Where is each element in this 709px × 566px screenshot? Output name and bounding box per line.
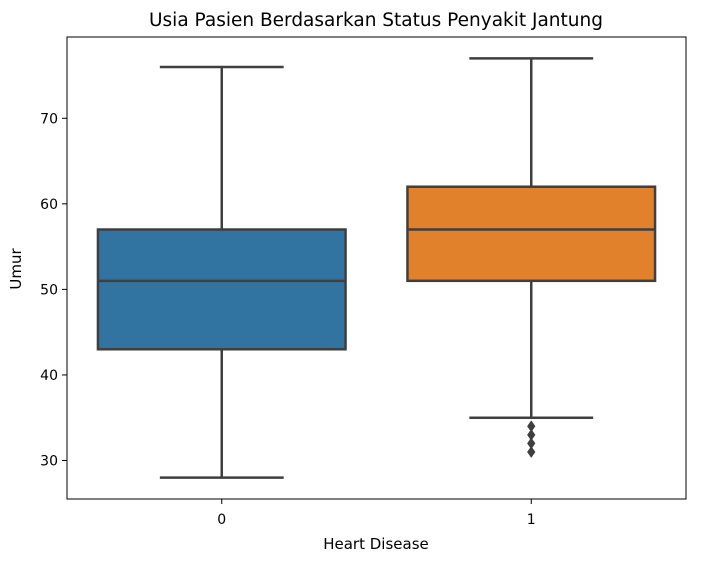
x-tick-label: 1 — [527, 512, 536, 528]
box-group-0 — [96, 65, 347, 479]
plot-frame — [66, 36, 687, 500]
box-iqr — [96, 228, 347, 351]
outlier-point — [527, 446, 536, 458]
y-tick-label: 70 — [40, 111, 58, 127]
box-group-1 — [406, 57, 657, 458]
box-iqr — [406, 185, 657, 283]
y-tick-label: 50 — [40, 282, 58, 298]
x-tick-label: 0 — [217, 512, 226, 528]
y-tick-label: 40 — [40, 368, 58, 384]
y-tick-label: 60 — [40, 197, 58, 213]
y-axis-label: Umur — [7, 248, 25, 290]
plot-area — [96, 57, 657, 479]
y-axis-ticks: 30 40 50 60 70 — [40, 111, 67, 470]
x-axis-label: Heart Disease — [323, 535, 429, 553]
y-tick-label: 30 — [40, 454, 58, 470]
chart-title: Usia Pasien Berdasarkan Status Penyakit … — [149, 10, 603, 31]
